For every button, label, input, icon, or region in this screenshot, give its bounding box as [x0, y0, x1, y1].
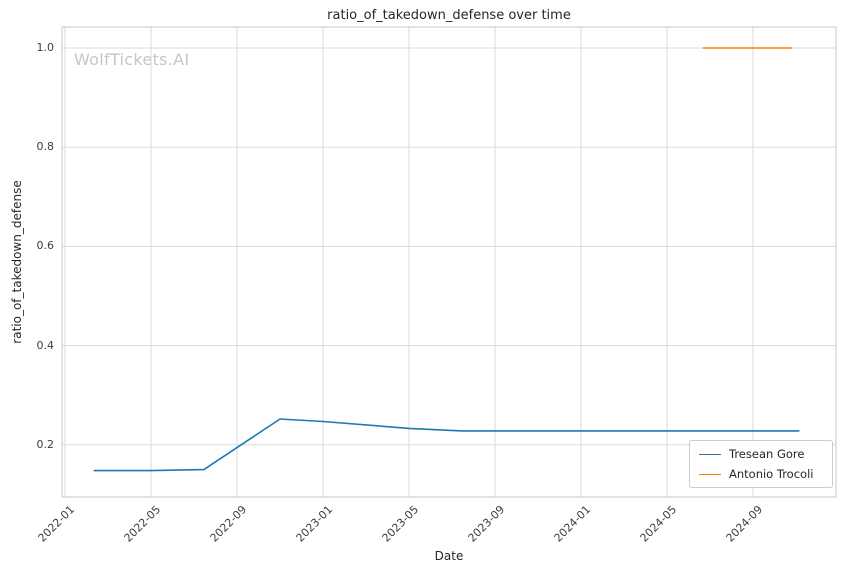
y-tick-label: 1.0: [36, 41, 55, 54]
legend-line-sample: [699, 453, 721, 455]
chart-title: ratio_of_takedown_defense over time: [327, 8, 571, 23]
legend-label: Tresean Gore: [729, 447, 805, 461]
y-tick-label: 0.8: [36, 140, 55, 154]
y-tick-label: 0.6: [36, 239, 55, 253]
y-axis-label: ratio_of_takedown_defense: [10, 180, 24, 344]
y-tick-label: 0.4: [36, 338, 55, 352]
legend-line-sample: [699, 473, 721, 475]
axes-frame: [61, 26, 837, 498]
series-line-tresean-gore: [93, 418, 800, 472]
legend-item: Antonio Trocoli: [699, 467, 823, 481]
legend-label: Antonio Trocoli: [729, 467, 814, 481]
legend-item: Tresean Gore: [699, 447, 823, 461]
legend: Tresean Gore Antonio Trocoli: [689, 440, 833, 488]
y-tick-label: 0.2: [36, 437, 55, 451]
watermark: WolfTickets.AI: [74, 50, 190, 69]
x-axis-label: Date: [434, 549, 464, 563]
